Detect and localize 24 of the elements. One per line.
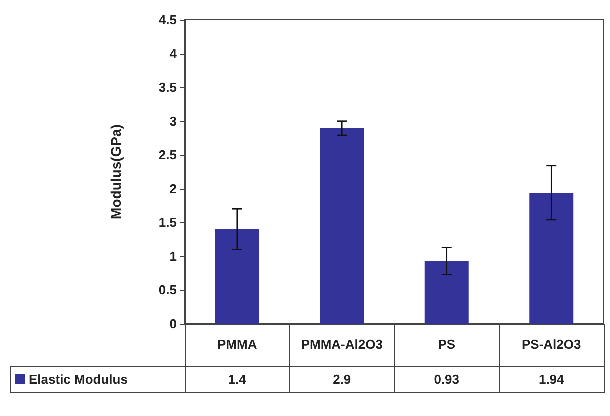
data-label: 1.94 xyxy=(499,366,604,392)
y-tick-label: 1 xyxy=(170,248,177,264)
x-tick-label: PMMA xyxy=(185,324,290,366)
y-tick-label: 3 xyxy=(170,114,177,129)
y-tick-label: 0.5 xyxy=(158,282,177,298)
bar xyxy=(320,128,364,324)
data-label: 0.93 xyxy=(394,366,500,392)
bar xyxy=(215,229,260,324)
data-label: 2.9 xyxy=(290,366,394,392)
bar xyxy=(530,192,574,324)
x-tick-label: PMMA-Al2O3 xyxy=(290,324,394,366)
y-tick-label: 0 xyxy=(170,316,177,332)
y-tick-label: 4.5 xyxy=(158,12,177,28)
x-tick-label: PS xyxy=(394,324,500,366)
bar xyxy=(424,261,469,324)
x-tick-label: PS-Al2O3 xyxy=(499,324,604,366)
legend-label: Elastic Modulus xyxy=(10,366,185,392)
data-label: 1.4 xyxy=(185,366,290,392)
y-tick-label: 3.5 xyxy=(158,80,177,96)
y-tick-label: 4 xyxy=(170,46,178,62)
y-tick-label: 2.5 xyxy=(158,148,177,163)
y-tick-label: 2 xyxy=(170,181,177,196)
y-tick-label: 1.5 xyxy=(158,215,177,230)
y-axis-title: Modulus(GPa) xyxy=(108,124,124,220)
